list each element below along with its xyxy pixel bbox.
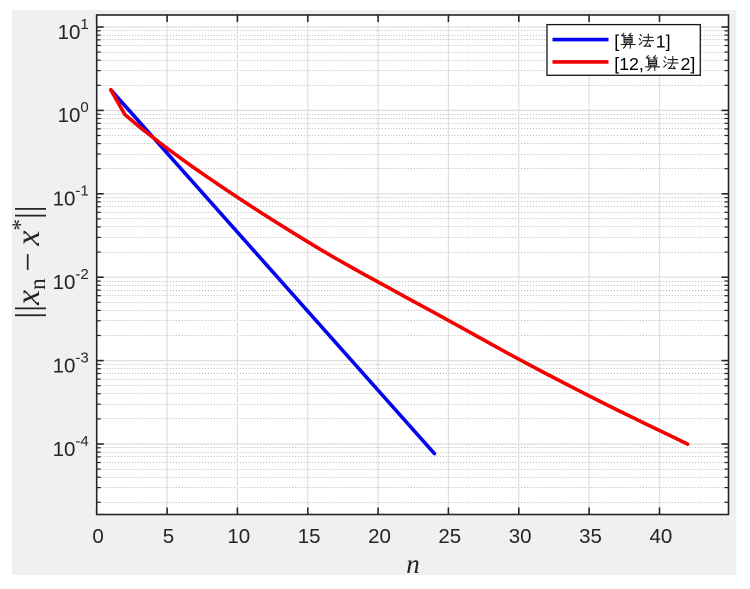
svg-text:[: [ (614, 32, 619, 52)
svg-text:2]: 2] (681, 54, 696, 74)
svg-text:0: 0 (80, 99, 88, 116)
svg-text:1: 1 (80, 16, 88, 33)
svg-text:0: 0 (92, 525, 103, 548)
svg-text:1]: 1] (656, 32, 671, 52)
svg-text:15: 15 (298, 525, 321, 548)
svg-text:-1: -1 (75, 183, 88, 200)
svg-text:||xn − x*||: ||xn − x*|| (8, 205, 50, 318)
svg-text:10: 10 (58, 21, 81, 44)
svg-text:-4: -4 (75, 433, 88, 450)
svg-text:10: 10 (58, 104, 81, 127)
svg-text:40: 40 (649, 525, 672, 548)
svg-text:-3: -3 (75, 349, 88, 366)
svg-text:10: 10 (53, 438, 76, 461)
svg-text:30: 30 (509, 525, 532, 548)
svg-text:-2: -2 (75, 266, 88, 283)
svg-text:20: 20 (368, 525, 391, 548)
svg-text:10: 10 (53, 188, 76, 211)
svg-text:10: 10 (53, 354, 76, 377)
svg-text:10: 10 (227, 525, 250, 548)
svg-text:n: n (406, 549, 420, 579)
svg-text:35: 35 (579, 525, 602, 548)
svg-text:[12,: [12, (614, 54, 644, 74)
svg-text:10: 10 (53, 271, 76, 294)
svg-text:5: 5 (163, 525, 174, 548)
svg-text:25: 25 (438, 525, 461, 548)
